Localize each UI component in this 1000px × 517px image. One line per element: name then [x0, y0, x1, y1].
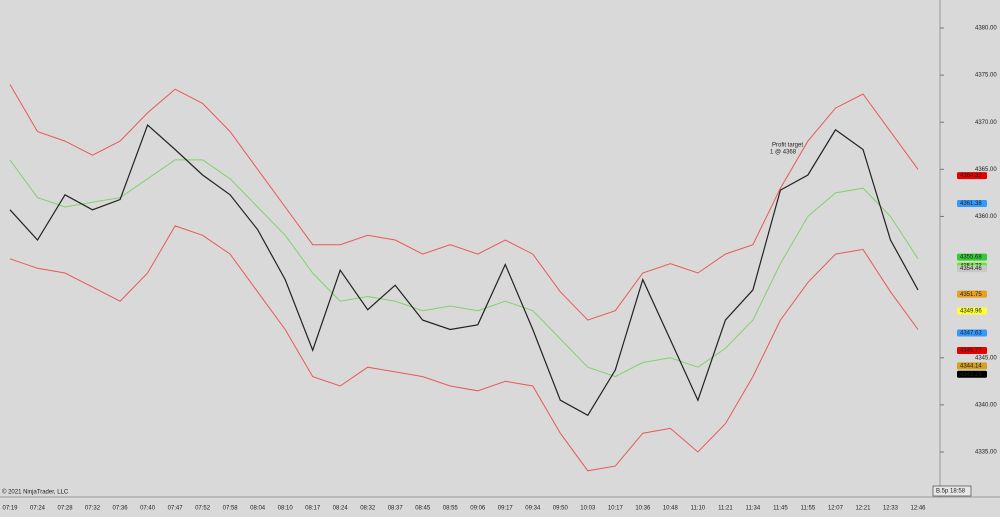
x-tick-label: 07:58 — [223, 506, 239, 512]
price-marker-label: 4355.68 — [960, 255, 982, 261]
x-tick-label: 07:19 — [2, 506, 18, 512]
x-tick-label: 09:06 — [470, 506, 486, 512]
x-tick-label: 08:04 — [250, 506, 266, 512]
price-marker — [957, 253, 987, 261]
price-marker-label: 4361.38 — [960, 201, 982, 207]
x-tick-label: 09:17 — [498, 506, 514, 512]
series-line — [9, 123, 919, 417]
x-tick-label: 11:21 — [718, 506, 733, 512]
y-tick-label: 4375.00 — [975, 73, 997, 79]
x-tick-label: 12:21 — [855, 506, 871, 512]
x-tick-label: 08:10 — [278, 506, 294, 512]
status: B.5p 18:58 — [936, 489, 966, 495]
x-tick-label: 12:33 — [883, 506, 899, 512]
series-line — [9, 84, 919, 321]
price-marker-label: 4345.77 — [960, 348, 982, 354]
price-marker-label: 4349.96 — [960, 309, 982, 315]
annotation-detail: 1 @ 4368 — [770, 150, 797, 156]
x-tick-label: 12:46 — [910, 506, 926, 512]
price-marker — [957, 329, 987, 337]
x-tick-label: 11:10 — [691, 506, 706, 512]
price-marker — [957, 347, 987, 355]
y-tick-label: 4365.00 — [975, 167, 997, 173]
price-marker — [957, 199, 987, 207]
price-marker — [957, 172, 987, 180]
y-tick-label: 4345.00 — [975, 355, 997, 361]
x-tick-label: 07:47 — [168, 506, 184, 512]
y-tick-label: 4370.00 — [975, 120, 997, 126]
y-tick-label: 4335.00 — [975, 450, 997, 456]
x-tick-label: 10:17 — [608, 506, 624, 512]
price-marker — [957, 265, 987, 273]
price-marker — [957, 362, 987, 370]
x-tick-label: 08:55 — [443, 506, 459, 512]
x-tick-label: 11:55 — [801, 506, 816, 512]
x-tick-label: 07:28 — [58, 506, 74, 512]
x-tick-label: 10:03 — [580, 506, 596, 512]
y-tick-label: 4340.00 — [975, 402, 997, 408]
x-tick-label: 08:17 — [305, 506, 321, 512]
x-tick-label: 11:34 — [746, 506, 761, 512]
x-tick-label: 08:45 — [415, 506, 431, 512]
series-line — [9, 225, 919, 472]
x-tick-label: 10:36 — [635, 506, 651, 512]
y-tick-label: 4360.00 — [975, 214, 997, 220]
price-marker-label: 4351.75 — [960, 292, 982, 298]
copyright: © 2021 NinjaTrader, LLC — [2, 489, 69, 496]
x-tick-label: 09:50 — [553, 506, 569, 512]
x-tick-label: 07:24 — [30, 506, 46, 512]
price-marker — [957, 370, 987, 378]
price-marker-label: 4354.46 — [960, 266, 982, 272]
y-tick-label: 4380.00 — [975, 26, 997, 32]
x-tick-label: 07:40 — [140, 506, 156, 512]
x-tick-label: 07:32 — [85, 506, 101, 512]
price-marker — [957, 290, 987, 298]
x-tick-label: 07:36 — [113, 506, 129, 512]
x-tick-label: 11:45 — [773, 506, 788, 512]
price-marker-label: 4344.14 — [960, 363, 982, 369]
x-tick-label: 10:48 — [663, 506, 679, 512]
series-line — [9, 159, 919, 378]
x-tick-label: 08:37 — [388, 506, 404, 512]
status-box — [932, 485, 972, 497]
x-tick-label: 09:34 — [525, 506, 541, 512]
x-tick-label: 07:52 — [195, 506, 211, 512]
price-marker — [957, 307, 987, 315]
x-tick-label: 12:07 — [828, 506, 844, 512]
price-marker-label: 4347.63 — [960, 331, 982, 337]
price-marker-label: 4343.25 — [960, 372, 982, 378]
x-tick-label: 08:24 — [333, 506, 349, 512]
price-marker-label: 4364.33 — [960, 173, 982, 179]
annotation-title: Profit target — [772, 143, 803, 149]
x-tick-label: 08:32 — [360, 506, 376, 512]
